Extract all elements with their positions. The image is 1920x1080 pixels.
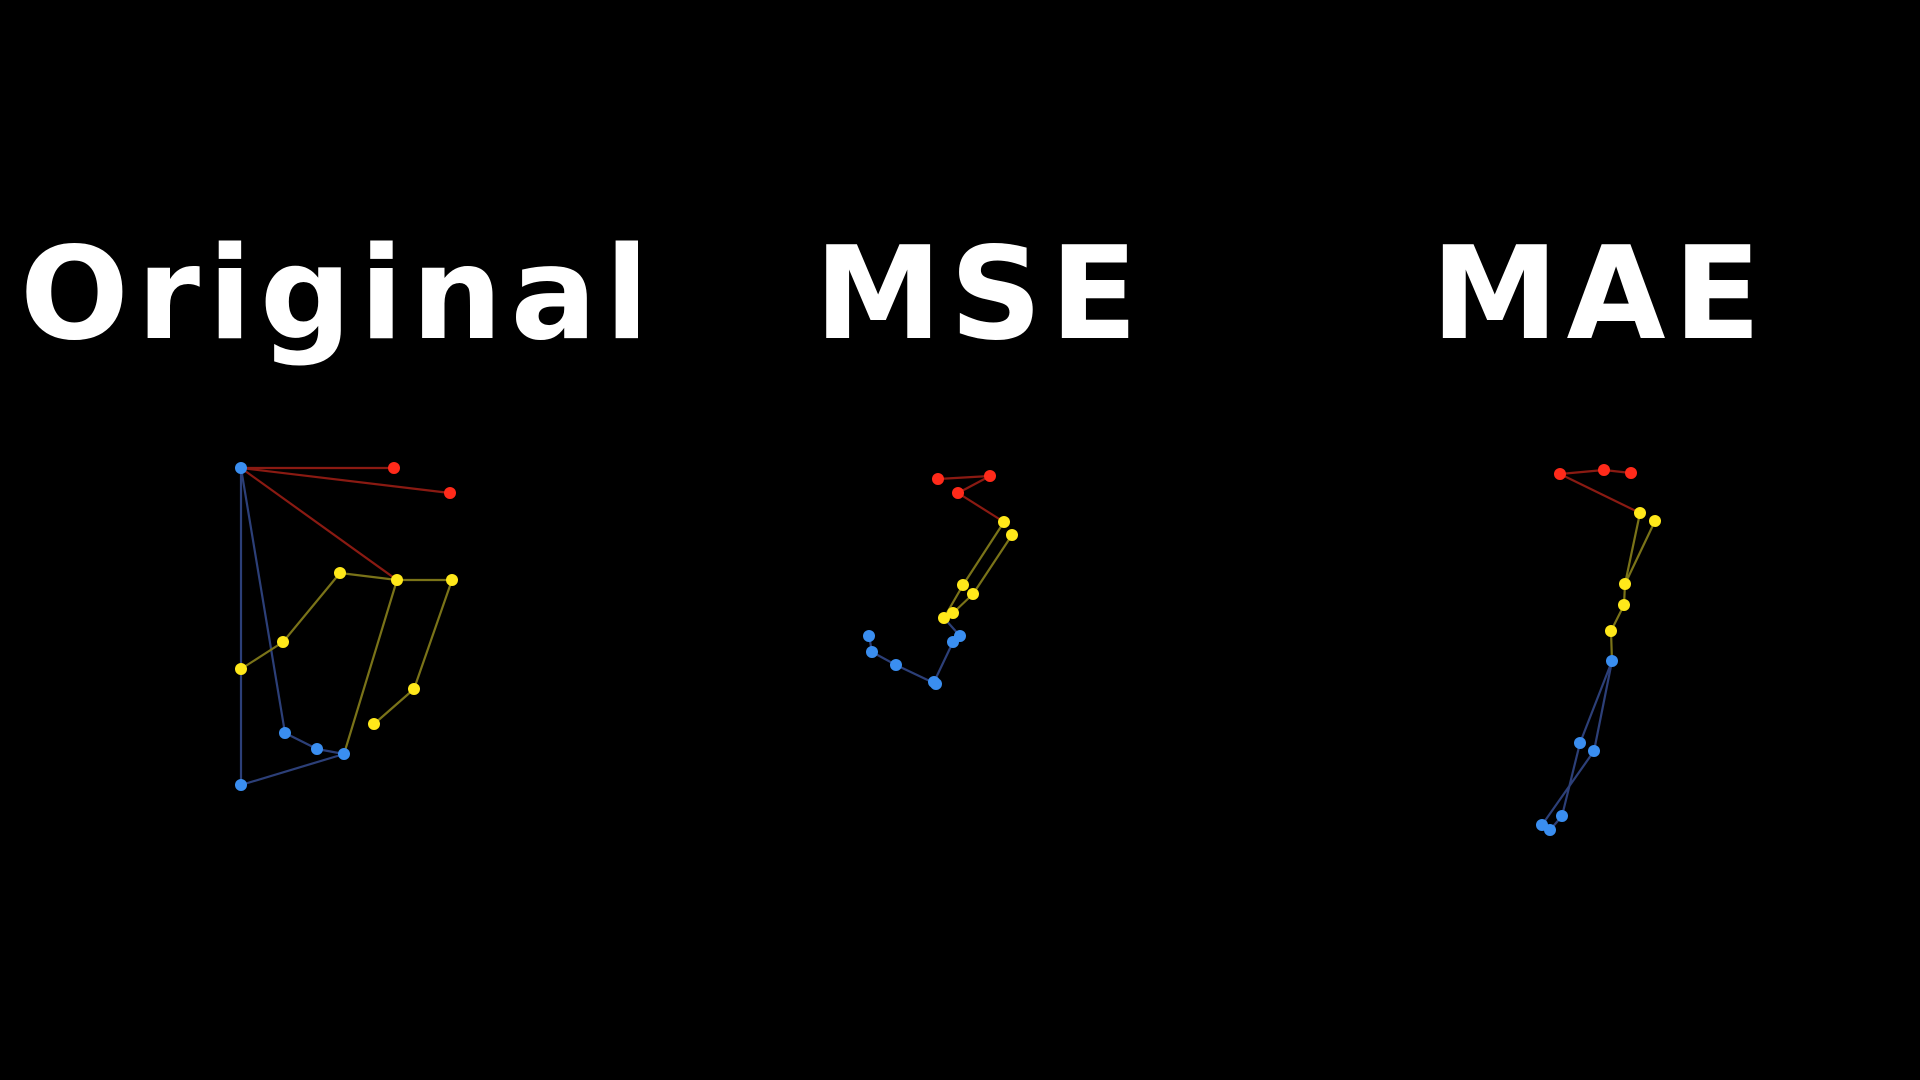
joint-l1 [1606, 655, 1618, 667]
joint-l2 [1574, 737, 1586, 749]
joint-h1 [388, 462, 400, 474]
joint-t1 [334, 567, 346, 579]
joint-l2 [311, 743, 323, 755]
joint-l6 [866, 646, 878, 658]
bone-hub-t2 [239, 466, 399, 582]
joint-h1 [1554, 468, 1566, 480]
joints [1536, 464, 1661, 836]
bone-t6-t7 [372, 687, 416, 726]
bone-l1-l3 [1592, 659, 1614, 753]
bone-h1-h3 [936, 474, 992, 481]
joint-h2 [952, 487, 964, 499]
bone-t4-t5 [239, 640, 285, 671]
joint-t6 [947, 607, 959, 619]
joint-t1 [998, 516, 1010, 528]
bone-t2-t3 [1623, 519, 1657, 586]
joint-l3 [1588, 745, 1600, 757]
joints [235, 462, 458, 791]
joint-t3 [1619, 578, 1631, 590]
bone-h1-h2 [1558, 468, 1606, 476]
joint-t3 [957, 579, 969, 591]
joint-l6 [1544, 824, 1556, 836]
joint-t2 [1649, 515, 1661, 527]
bone-h1-t1 [1558, 472, 1642, 515]
joint-t4 [967, 588, 979, 600]
joint-hub [235, 462, 247, 474]
bone-hub-l1 [239, 466, 287, 735]
joint-l4 [1556, 810, 1568, 822]
bone-t2-t4 [971, 533, 1014, 596]
bone-l3-l5 [1540, 749, 1596, 827]
bone-t2-l3 [342, 578, 399, 756]
bone-t1-t2 [338, 571, 399, 582]
joint-l3 [338, 748, 350, 760]
bone-hub-h2 [239, 466, 452, 495]
bone-l2-l3 [932, 640, 955, 684]
joint-l7 [863, 630, 875, 642]
skeleton-mse [863, 470, 1018, 690]
skeleton-mae [1536, 464, 1661, 836]
bone-l1-l2 [1578, 659, 1614, 745]
joint-t5 [938, 612, 950, 624]
bones [1540, 468, 1657, 832]
joint-t7 [368, 718, 380, 730]
skeleton-original [235, 462, 458, 791]
joint-l2 [947, 636, 959, 648]
joint-h3 [1625, 467, 1637, 479]
bone-t3-t6 [412, 578, 454, 691]
joint-h3 [984, 470, 996, 482]
joint-h2 [1598, 464, 1610, 476]
joint-h2 [444, 487, 456, 499]
joint-t1 [1634, 507, 1646, 519]
joint-t2 [391, 574, 403, 586]
joint-t5 [235, 663, 247, 675]
joint-l5 [890, 659, 902, 671]
joint-t4 [1618, 599, 1630, 611]
panel-title-original: Original [20, 220, 657, 369]
joint-t4 [277, 636, 289, 648]
joint-l4 [930, 678, 942, 690]
panel-title-mae: MAE [1431, 220, 1769, 369]
bones [867, 474, 1014, 686]
bone-t1-t3 [961, 520, 1006, 587]
joint-t5 [1605, 625, 1617, 637]
bone-h2-h3 [956, 474, 992, 495]
bone-t1-t3 [1623, 511, 1642, 586]
bones [239, 466, 454, 787]
bone-h2-t1 [956, 491, 1006, 524]
joint-t6 [408, 683, 420, 695]
joints [863, 470, 1018, 690]
bone-l3-l4 [239, 752, 346, 787]
panel-title-mse: MSE [814, 220, 1146, 369]
joint-h1 [932, 473, 944, 485]
bone-l2-l4 [1560, 741, 1582, 818]
joint-t3 [446, 574, 458, 586]
joint-l4 [235, 779, 247, 791]
joint-l1 [279, 727, 291, 739]
joint-t2 [1006, 529, 1018, 541]
bone-t1-t4 [281, 571, 342, 644]
